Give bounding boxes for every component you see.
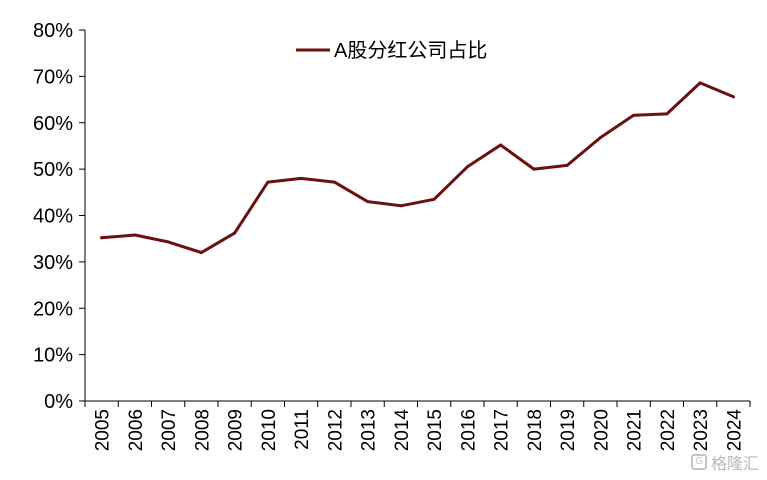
y-tick-label: 30% — [33, 252, 73, 274]
x-axis-ticks: 2005 2006 2007 2008 2009 2010 2011 2012 2013 2014… — [84, 401, 751, 452]
data-point — [332, 180, 336, 184]
series-group — [100, 81, 735, 255]
data-point — [632, 113, 636, 117]
y-tick-label: 40% — [33, 206, 73, 228]
watermark-text: 格隆汇 — [710, 454, 759, 473]
data-point — [233, 231, 237, 235]
data-point — [166, 240, 170, 244]
y-tick-label: 80% — [33, 20, 73, 42]
x-tick-label: 2006 — [126, 409, 147, 451]
data-point — [532, 167, 536, 171]
x-tick-label: 2010 — [259, 409, 280, 451]
x-tick-label: 2014 — [392, 409, 413, 452]
data-point — [133, 233, 137, 237]
y-axis-ticks: 0% 10% 20% 30% 40% 50% 60% 70% 80% — [33, 20, 85, 413]
data-point — [598, 136, 602, 140]
data-point — [465, 165, 469, 169]
x-tick-label: 2020 — [591, 409, 612, 451]
data-point — [299, 176, 303, 180]
data-point — [698, 81, 702, 85]
x-tick-label: 2016 — [458, 409, 479, 451]
x-tick-label: 2009 — [226, 409, 247, 451]
data-point — [731, 95, 735, 99]
y-tick-label: 50% — [33, 159, 73, 181]
x-tick-label: 2007 — [159, 409, 180, 451]
x-tick-label: 2019 — [558, 409, 579, 451]
data-point — [100, 236, 104, 240]
x-tick-label: 2011 — [292, 409, 313, 450]
x-tick-label: 2024 — [724, 409, 745, 452]
data-point — [399, 204, 403, 208]
x-tick-label: 2023 — [691, 409, 712, 451]
data-point — [665, 112, 669, 116]
x-tick-label: 2013 — [359, 409, 380, 451]
data-point — [266, 180, 270, 184]
watermark: G 格隆汇 — [690, 450, 759, 474]
legend: A股分红公司占比 — [296, 39, 487, 62]
y-tick-label: 20% — [33, 298, 73, 320]
data-point — [432, 197, 436, 201]
legend-label: A股分红公司占比 — [334, 39, 487, 62]
series-line — [100, 81, 735, 255]
data-point — [199, 251, 203, 255]
axes — [84, 30, 750, 402]
data-point — [565, 163, 569, 167]
x-tick-label: 2008 — [192, 409, 213, 451]
logo-icon: G — [690, 454, 707, 470]
x-tick-label: 2018 — [525, 409, 546, 451]
y-tick-label: 70% — [33, 66, 73, 88]
x-tick-label: 2021 — [625, 409, 646, 451]
x-tick-label: 2005 — [93, 409, 114, 451]
x-tick-label: 2012 — [325, 409, 346, 451]
x-tick-label: 2017 — [492, 409, 513, 451]
y-tick-label: 60% — [33, 113, 73, 135]
data-point — [499, 143, 503, 147]
x-tick-label: 2022 — [658, 409, 679, 451]
y-tick-label: 0% — [44, 391, 73, 413]
data-point — [366, 200, 370, 204]
y-tick-label: 10% — [33, 345, 73, 367]
x-tick-label: 2015 — [425, 409, 446, 451]
